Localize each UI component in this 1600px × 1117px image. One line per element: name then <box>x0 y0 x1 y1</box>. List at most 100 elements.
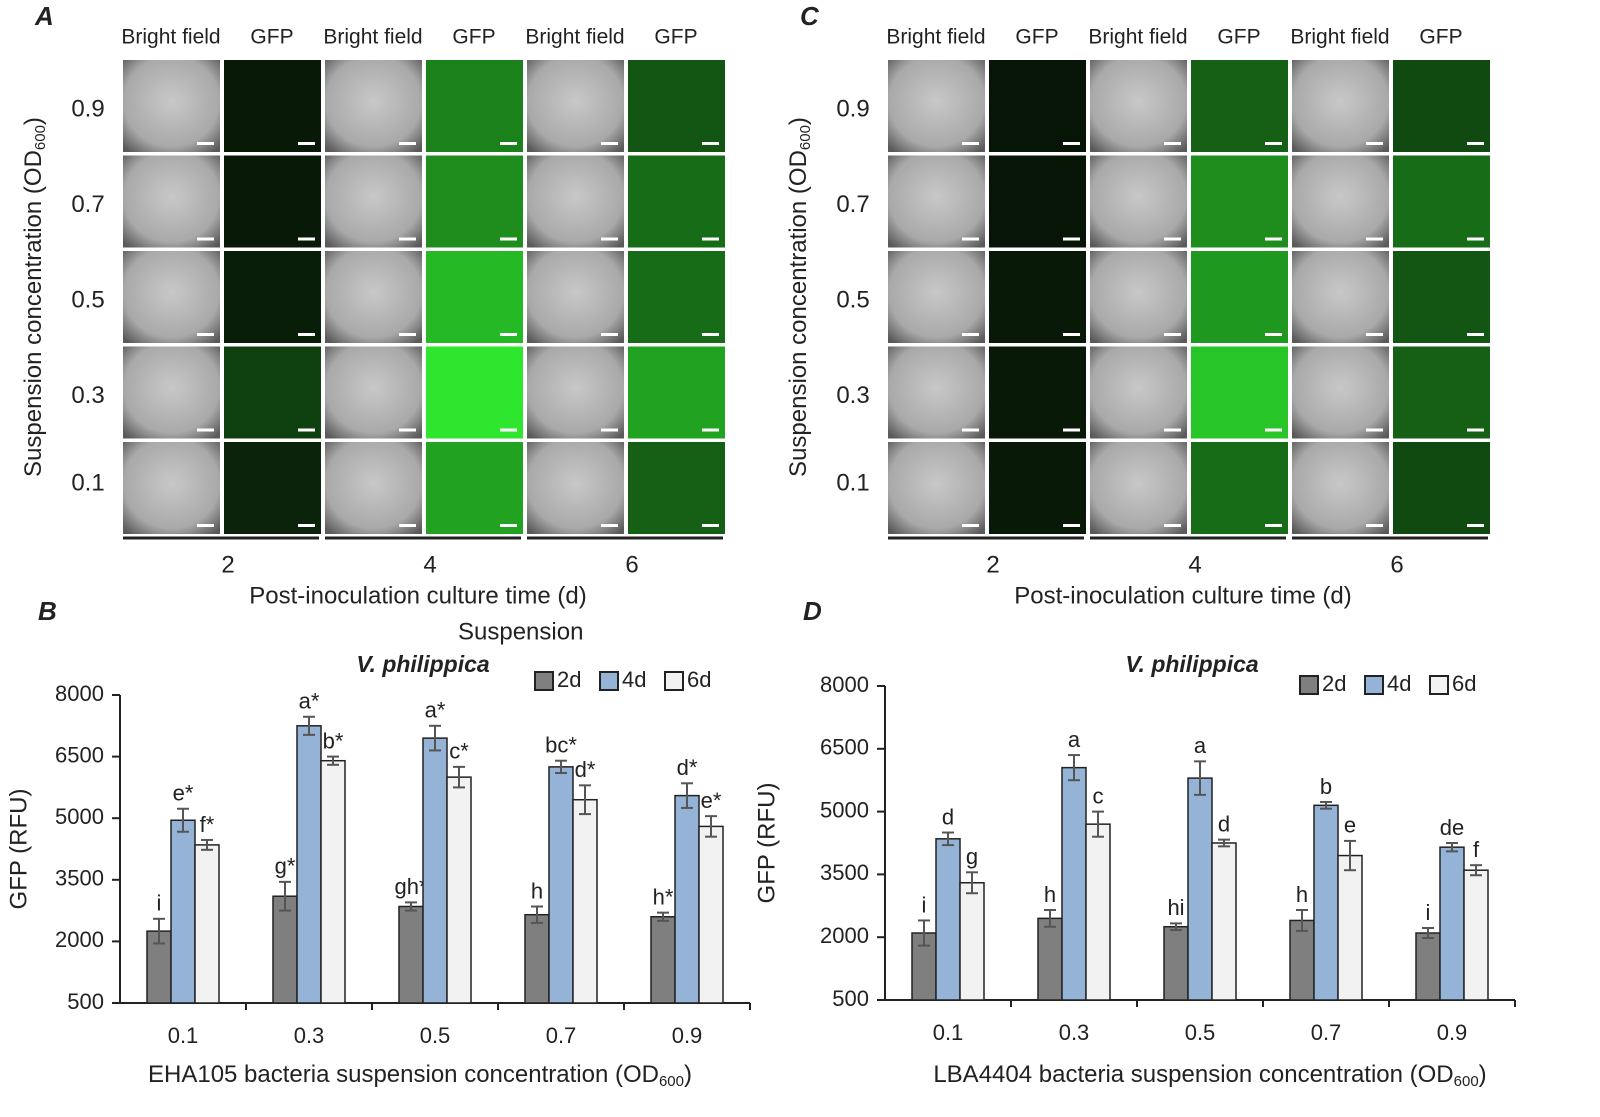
brightfield-image <box>1090 60 1187 152</box>
bar <box>698 825 724 1004</box>
y-axis-label: GFP (RFU) <box>5 789 32 910</box>
gfp-signal <box>1393 60 1490 152</box>
value-label: b* <box>323 728 344 753</box>
scale-bar <box>1164 333 1181 336</box>
brightfield-image <box>123 442 220 534</box>
gfp-signal <box>989 346 1086 439</box>
bar <box>650 916 676 1004</box>
bar <box>674 794 700 1004</box>
gfp-signal <box>224 251 321 343</box>
chart-title: V. philippica <box>1125 651 1259 677</box>
panel-letter: A <box>34 1 54 31</box>
value-label: e <box>1344 813 1356 838</box>
scale-bar <box>197 524 214 527</box>
column-header: GFP <box>452 26 495 49</box>
gfp-signal <box>989 155 1086 248</box>
y-tick-label: 500 <box>832 986 869 1011</box>
scale-bar <box>298 142 315 145</box>
gfp-image <box>628 442 725 534</box>
scale-bar <box>1467 142 1484 145</box>
stray-text: Suspension <box>458 618 583 645</box>
value-label: hi <box>1167 895 1184 920</box>
bar <box>1211 842 1237 1001</box>
x-axis-label: Post-inoculation culture time (d) <box>249 582 586 609</box>
panel-letter: C <box>800 1 820 31</box>
group-label: 4 <box>1188 551 1201 578</box>
scale-bar <box>1063 428 1080 432</box>
scale-bar <box>500 428 517 432</box>
bar <box>548 766 574 1004</box>
legend-swatch <box>1299 675 1319 695</box>
value-label: d* <box>677 755 698 780</box>
scale-bar <box>1467 524 1484 527</box>
scale-bar <box>399 524 416 527</box>
gfp-image <box>224 442 321 534</box>
brightfield-image <box>325 60 422 152</box>
bar <box>272 895 298 1004</box>
y-tick-label: 8000 <box>55 681 104 706</box>
bar <box>1415 932 1441 1001</box>
error-bar <box>918 919 930 947</box>
scale-bar <box>1164 428 1181 432</box>
gfp-signal <box>1393 155 1490 248</box>
brightfield-image <box>123 60 220 152</box>
brightfield-image <box>1292 60 1389 152</box>
scale-bar <box>1265 524 1282 527</box>
brightfield-image <box>325 442 422 534</box>
bar <box>1187 777 1213 1001</box>
column-header: Bright field <box>1290 26 1389 49</box>
x-axis-label-end: ) <box>1479 1061 1487 1088</box>
bar <box>1289 919 1315 1001</box>
bar <box>296 725 322 1004</box>
column-header: GFP <box>1419 26 1462 49</box>
bar <box>194 844 220 1004</box>
scale-bar <box>197 142 214 145</box>
legend-swatch <box>664 671 684 691</box>
scale-bar <box>702 142 719 145</box>
error-bar <box>531 905 543 924</box>
scale-bar <box>1164 142 1181 145</box>
error-bar <box>1320 800 1332 810</box>
error-bar <box>555 759 567 775</box>
gfp-signal <box>628 442 725 534</box>
error-bar <box>279 880 291 912</box>
legend-label: 6d <box>687 667 711 692</box>
brightfield-image <box>1090 442 1187 534</box>
value-label: b <box>1320 774 1332 799</box>
gfp-signal <box>628 251 725 343</box>
x-axis-label-main: LBA4404 bacteria suspension concentratio… <box>933 1061 1453 1088</box>
gfp-image <box>628 251 725 343</box>
bar <box>572 798 598 1004</box>
scale-bar <box>601 237 618 241</box>
scale-bar <box>601 333 618 336</box>
gfp-signal <box>628 346 725 439</box>
gfp-signal <box>426 251 523 343</box>
x-tick-label: 0.5 <box>420 1023 451 1048</box>
scale-bar <box>702 428 719 432</box>
gfp-signal <box>426 155 523 248</box>
brightfield-image <box>527 155 624 248</box>
row-label: 0.1 <box>71 469 104 496</box>
x-axis-label: LBA4404 bacteria suspension concentratio… <box>933 1061 1486 1090</box>
x-axis-label-end: ) <box>684 1061 692 1088</box>
value-label: d <box>1218 811 1230 836</box>
error-bar <box>579 784 591 816</box>
y-tick-label: 8000 <box>820 672 869 697</box>
error-bar <box>1296 908 1308 932</box>
brightfield-image <box>123 346 220 439</box>
bar <box>1439 846 1465 1001</box>
bar <box>1463 869 1489 1001</box>
y-axis-label-main: Suspension concentration (OD <box>20 150 47 477</box>
x-axis-label-main: EHA105 bacteria suspension concentration… <box>148 1061 659 1088</box>
scale-bar <box>1164 524 1181 527</box>
bar <box>959 882 985 1001</box>
y-tick-label: 5000 <box>55 804 104 829</box>
brightfield-image <box>325 155 422 248</box>
y-tick-label: 6500 <box>55 742 104 767</box>
error-bar <box>1446 842 1458 853</box>
scale-bar <box>197 333 214 336</box>
error-bar <box>1068 754 1080 782</box>
group-label: 6 <box>1390 551 1403 578</box>
x-axis-label: Post-inoculation culture time (d) <box>1014 582 1351 609</box>
row-label: 0.7 <box>71 191 104 218</box>
